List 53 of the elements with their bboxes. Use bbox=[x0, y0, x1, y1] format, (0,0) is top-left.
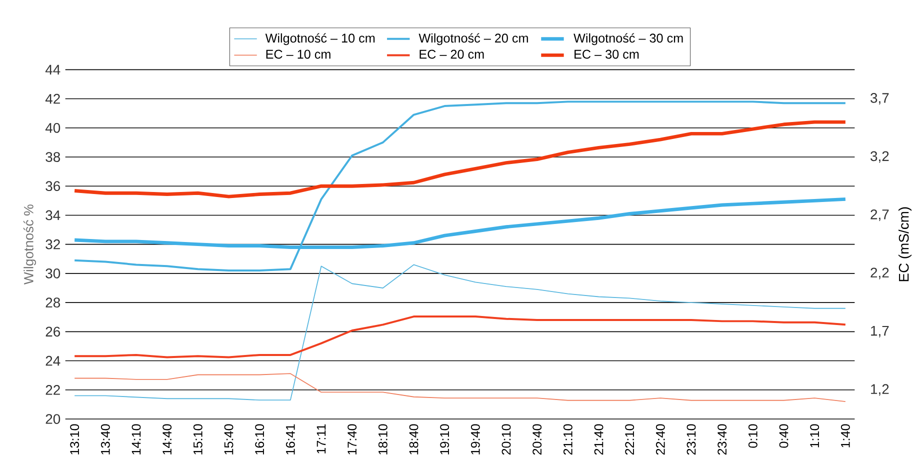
x-tick-label: 15:40 bbox=[224, 424, 234, 454]
y-tick-label: 36 bbox=[46, 181, 60, 192]
x-tick-label: 17:11 bbox=[316, 424, 326, 454]
y-tick-label: 26 bbox=[46, 326, 60, 337]
y-tick-label: 32 bbox=[46, 239, 60, 250]
y-axis-title: Wilgotność % bbox=[23, 204, 36, 285]
legend-label: EC – 20 cm bbox=[420, 50, 484, 59]
x-tick-label: 23:40 bbox=[718, 424, 727, 455]
x-tick-label: 19:40 bbox=[470, 424, 480, 454]
x-tick-label: 20:40 bbox=[532, 424, 542, 455]
x-tick-label: 13:10 bbox=[70, 424, 80, 454]
y-tick-label: 44 bbox=[45, 64, 60, 74]
x-tick-label: 21:10 bbox=[563, 424, 572, 455]
y-tick-label: 20 bbox=[46, 414, 60, 424]
x-tick-label: 15:10 bbox=[193, 424, 202, 454]
y2-tick-label: 1,2 bbox=[871, 384, 889, 396]
y-tick-label: 22 bbox=[46, 385, 60, 395]
x-tick-label: 0:40 bbox=[779, 424, 788, 448]
x-tick-label: 0:10 bbox=[748, 424, 758, 448]
y2-axis-title: EC (mS/cm) bbox=[898, 207, 912, 282]
x-tick-label: 1:40 bbox=[840, 424, 850, 448]
legend-label: Wilgotność – 20 cm bbox=[418, 33, 528, 46]
x-tick-label: 14:10 bbox=[132, 424, 141, 454]
y-tick-label: 30 bbox=[46, 268, 60, 278]
y2-tick-label: 2,2 bbox=[870, 268, 889, 280]
x-tick-label: 1:10 bbox=[810, 424, 820, 448]
y-tick-label: 38 bbox=[46, 152, 60, 162]
x-tick-label: 16:10 bbox=[255, 424, 264, 454]
x-tick-label: 16:41 bbox=[286, 424, 295, 454]
y2-tick-label: 1,7 bbox=[871, 326, 889, 338]
x-tick-label: 19:10 bbox=[440, 424, 450, 454]
x-tick-label: 18:10 bbox=[378, 424, 388, 454]
y-tick-label: 34 bbox=[46, 210, 60, 220]
y2-tick-label: 3,2 bbox=[870, 151, 889, 163]
y-tick-label: 28 bbox=[46, 298, 60, 308]
y-tick-label: 24 bbox=[46, 356, 60, 366]
x-tick-label: 14:40 bbox=[162, 424, 172, 454]
x-tick-label: 22:10 bbox=[625, 424, 634, 455]
x-tick-label: 13:40 bbox=[100, 424, 110, 454]
y-tick-label: 40 bbox=[45, 122, 60, 133]
legend-label: Wilgotność – 10 cm bbox=[265, 33, 375, 46]
x-tick-label: 17:40 bbox=[348, 424, 357, 454]
x-tick-label: 23:10 bbox=[686, 424, 696, 455]
x-tick-label: 18:40 bbox=[409, 424, 418, 454]
legend-label: Wilgotność – 30 cm bbox=[574, 33, 683, 46]
x-tick-label: 21:40 bbox=[594, 424, 604, 455]
x-tick-label: 20:10 bbox=[502, 424, 511, 455]
x-tick-label: 22:40 bbox=[656, 424, 665, 455]
y-tick-label: 42 bbox=[45, 94, 60, 104]
legend-label: EC – 10 cm bbox=[266, 50, 330, 59]
legend-label: EC – 30 cm bbox=[574, 50, 639, 59]
y2-tick-label: 3,7 bbox=[870, 93, 889, 105]
y2-tick-label: 2,7 bbox=[870, 209, 889, 221]
